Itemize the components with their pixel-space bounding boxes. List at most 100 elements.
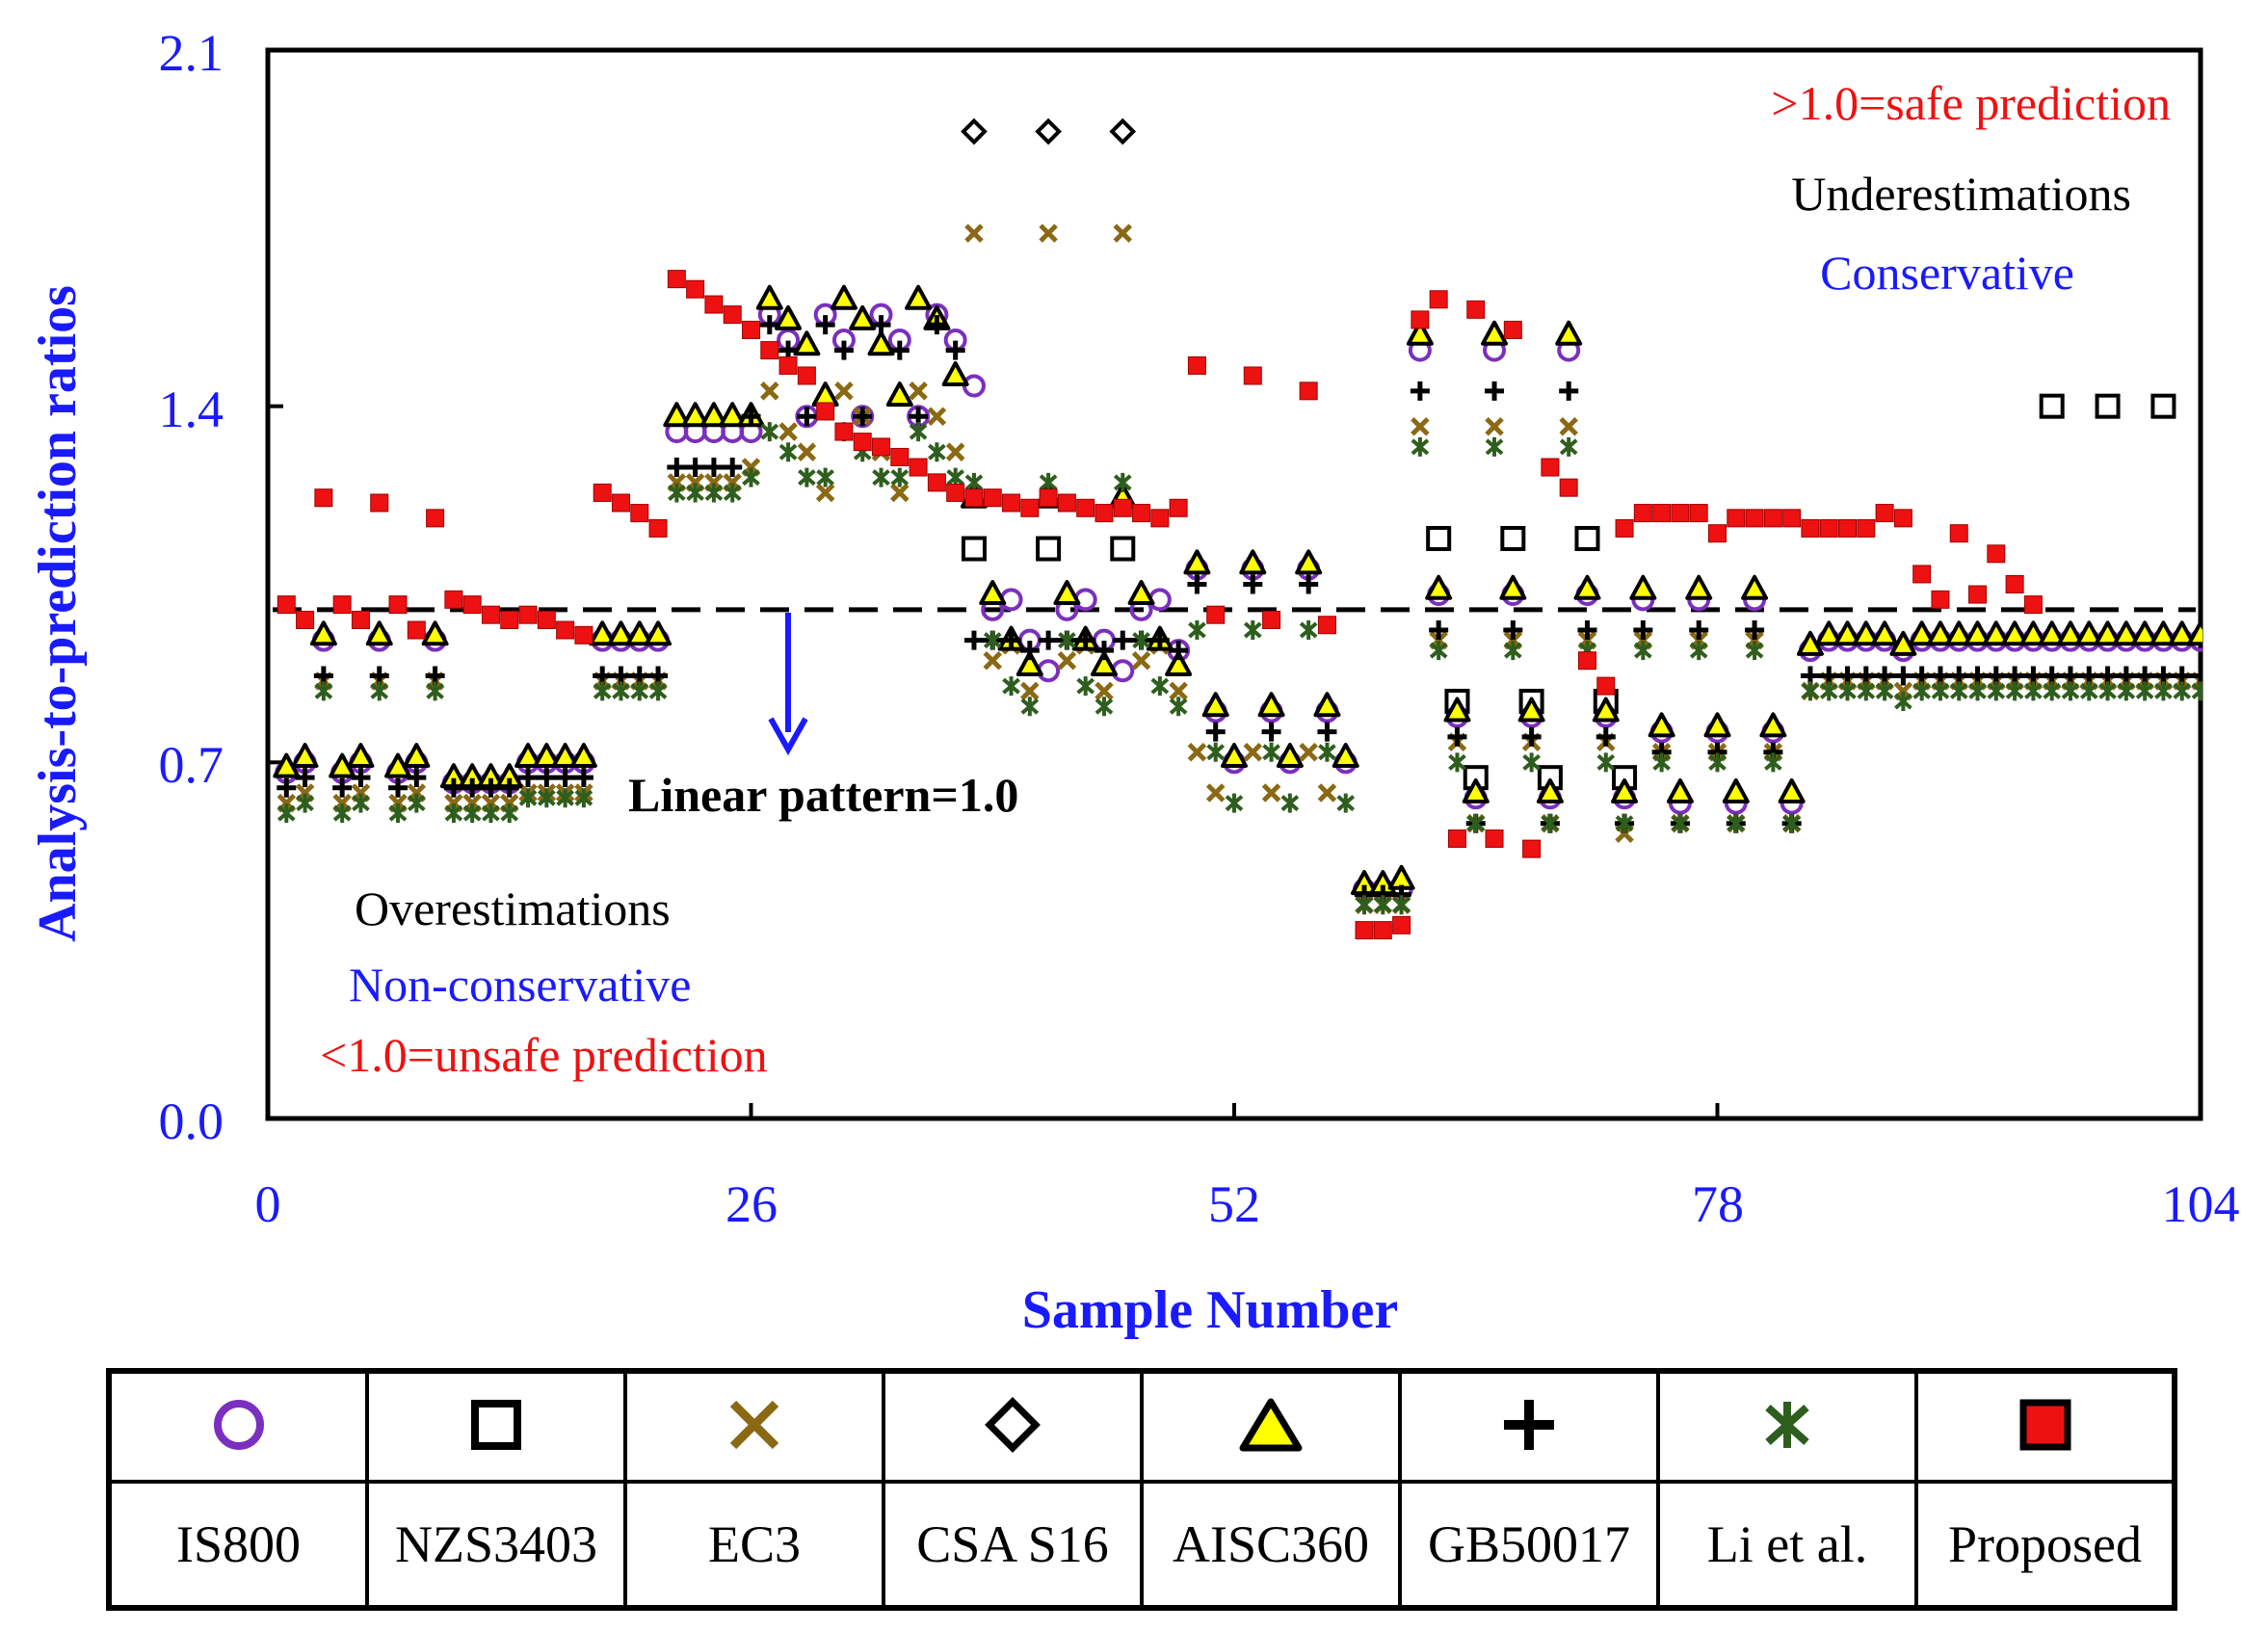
data-point xyxy=(1926,620,1954,646)
data-point xyxy=(2056,620,2084,646)
legend-table: IS800 NZS3403 EC3 CSA S16 AISC360 GB5001… xyxy=(106,1368,2177,1611)
data-point xyxy=(1555,320,1583,346)
data-point xyxy=(1982,620,2010,646)
data-point xyxy=(961,536,987,562)
data-point xyxy=(1392,895,1411,915)
data-point xyxy=(2131,620,2159,646)
data-point xyxy=(1893,509,1912,528)
data-point xyxy=(365,620,393,646)
asterisk-icon xyxy=(1765,1401,1809,1448)
data-point xyxy=(556,620,575,640)
data-point xyxy=(1169,498,1188,517)
data-point xyxy=(1165,650,1193,676)
data-point xyxy=(332,777,353,798)
data-point xyxy=(723,483,742,503)
y-tick-label: 1.4 xyxy=(159,381,224,438)
legend-symbol-cell xyxy=(365,1369,627,1484)
data-point xyxy=(1815,620,1843,646)
data-point xyxy=(685,458,705,478)
data-point xyxy=(1536,778,1564,804)
data-point xyxy=(1113,472,1132,492)
data-point xyxy=(1689,641,1708,661)
data-point xyxy=(1076,498,1095,517)
data-point xyxy=(963,630,984,650)
data-point xyxy=(1205,722,1226,742)
data-point xyxy=(630,504,649,523)
data-point xyxy=(793,330,821,356)
data-point xyxy=(1485,381,1505,401)
data-point xyxy=(1094,641,1114,661)
data-point xyxy=(1318,742,1336,762)
annotation-safe: >1.0=safe prediction xyxy=(1771,76,2171,130)
data-point xyxy=(514,743,542,769)
data-point xyxy=(607,620,635,646)
data-point xyxy=(1671,504,1690,523)
data-point xyxy=(1727,509,1746,528)
data-point xyxy=(291,743,319,769)
data-point xyxy=(625,620,653,646)
plus-icon xyxy=(1504,1399,1554,1450)
data-point xyxy=(2135,681,2154,701)
data-point xyxy=(352,793,370,813)
legend-label-cell: CSA S16 xyxy=(882,1480,1144,1610)
data-point xyxy=(2154,681,2173,701)
data-point xyxy=(1559,478,1578,497)
data-point xyxy=(351,768,371,788)
data-point xyxy=(1336,793,1356,813)
data-point xyxy=(1652,752,1671,773)
data-point xyxy=(1147,588,1172,612)
data-point xyxy=(482,803,500,824)
data-point xyxy=(885,381,913,408)
y-tick-label: 0.0 xyxy=(159,1092,224,1150)
data-point xyxy=(1206,605,1226,624)
diamond-icon xyxy=(985,1396,1041,1453)
x-tick-label: 78 xyxy=(1692,1175,1744,1233)
data-point xyxy=(1169,681,1188,701)
data-point xyxy=(723,305,742,325)
data-point xyxy=(1257,692,1285,718)
data-point xyxy=(1110,536,1136,562)
data-point xyxy=(1387,864,1415,890)
data-point xyxy=(1132,630,1150,650)
data-point xyxy=(593,483,612,502)
data-point xyxy=(2061,681,2080,701)
annotation-underestimations: Underestimations xyxy=(1791,167,2131,221)
data-point xyxy=(686,279,705,299)
data-point xyxy=(1057,650,1077,671)
data-point xyxy=(2038,620,2066,646)
data-point xyxy=(1633,620,1653,641)
data-point xyxy=(1410,381,1430,401)
data-point xyxy=(1857,518,1876,538)
data-point xyxy=(1893,666,1913,686)
data-point xyxy=(1039,630,1059,650)
legend-symbol-cell xyxy=(1140,1369,1402,1484)
data-point xyxy=(834,381,854,401)
triangle-icon xyxy=(1239,1398,1303,1451)
x-icon xyxy=(729,1400,779,1449)
data-point xyxy=(2095,393,2121,419)
data-point xyxy=(1150,509,1170,528)
data-point xyxy=(2117,681,2136,701)
reference-line-label: Linear pattern=1.0 xyxy=(628,768,1018,822)
data-point xyxy=(1833,620,1861,646)
data-point xyxy=(1577,651,1596,671)
data-point xyxy=(816,402,835,421)
data-point xyxy=(1703,712,1731,738)
data-point xyxy=(2005,681,2024,701)
data-point xyxy=(1689,504,1708,523)
data-point xyxy=(407,620,426,640)
data-point xyxy=(277,777,297,798)
y-axis-title: Analysis-to-prediction ratios xyxy=(28,285,88,942)
data-point xyxy=(2019,620,2047,646)
data-point xyxy=(1035,118,1062,145)
data-point xyxy=(927,473,946,492)
legend-symbol-cell xyxy=(1398,1369,1660,1484)
data-point xyxy=(1838,518,1858,538)
data-point xyxy=(1225,793,1244,813)
data-point xyxy=(1559,417,1578,436)
data-point xyxy=(1908,620,1936,646)
y-tick-label: 2.1 xyxy=(159,24,224,82)
data-point xyxy=(1819,681,1838,701)
data-point xyxy=(1801,518,1820,538)
